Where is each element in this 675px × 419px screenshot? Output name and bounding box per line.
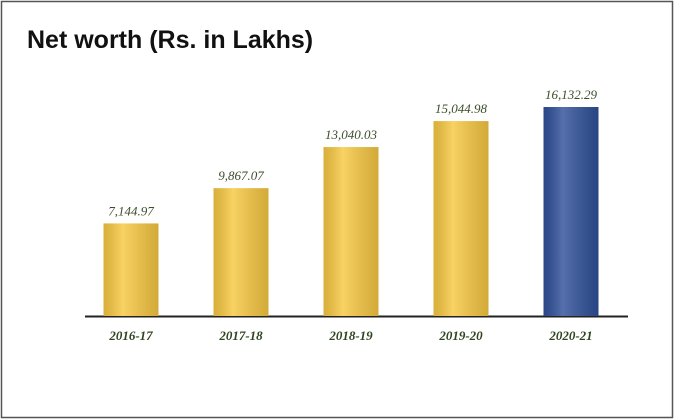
value-label: 9,867.07	[218, 168, 264, 183]
bar-shade	[433, 121, 489, 316]
value-label: 16,132.29	[545, 87, 598, 102]
x-tick-label: 2018-19	[328, 328, 373, 343]
value-label: 13,040.03	[325, 127, 378, 142]
bar-shade	[213, 188, 269, 316]
chart-title: Net worth (Rs. in Lakhs)	[27, 26, 313, 54]
bar-shade	[323, 147, 379, 316]
value-label: 7,144.97	[108, 203, 154, 218]
value-label: 15,044.98	[435, 101, 488, 116]
x-tick-label: 2020-21	[548, 328, 592, 343]
x-tick-label: 2016-17	[108, 328, 153, 343]
x-tick-label: 2017-18	[218, 328, 263, 343]
bar-shade	[543, 107, 599, 316]
x-tick-label: 2019-20	[438, 328, 483, 343]
bar-shade	[103, 223, 159, 316]
